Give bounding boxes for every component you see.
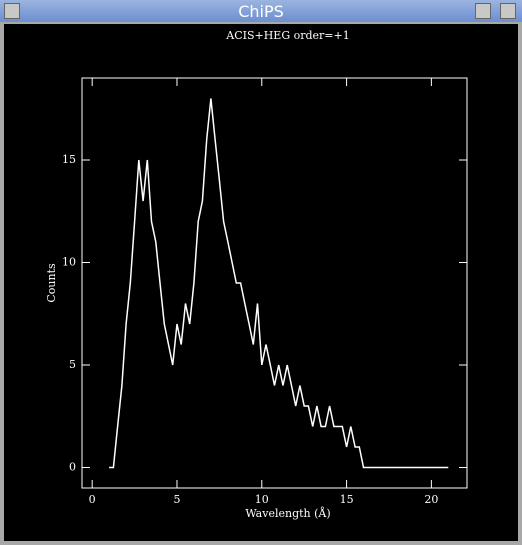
x-axis-label: Wavelength (Å) — [245, 506, 330, 520]
window-title: ChiPS — [238, 2, 284, 21]
x-tick-label: 5 — [173, 493, 180, 506]
plot-background — [4, 24, 518, 541]
chart-title: ACIS+HEG order=+1 — [225, 29, 350, 42]
spectrum-line — [109, 98, 449, 469]
axes-frame — [81, 77, 468, 489]
x-tick-label: 15 — [340, 493, 354, 506]
menu-button[interactable] — [4, 3, 20, 19]
y-tick-label: 15 — [62, 153, 76, 166]
y-tick-label: 0 — [69, 461, 76, 474]
y-axis-label: Counts — [45, 263, 58, 303]
maximize-button[interactable] — [500, 3, 516, 19]
x-tick-label: 0 — [89, 493, 96, 506]
y-tick-label: 5 — [69, 358, 76, 371]
chart: ACIS+HEG order=+1 Wavelength (Å) Counts … — [4, 24, 518, 541]
x-tick-label: 10 — [255, 493, 269, 506]
title-bar: ChiPS — [0, 0, 522, 22]
minimize-button[interactable] — [475, 3, 491, 19]
y-tick-label: 10 — [62, 256, 76, 269]
x-tick-label: 20 — [424, 493, 438, 506]
